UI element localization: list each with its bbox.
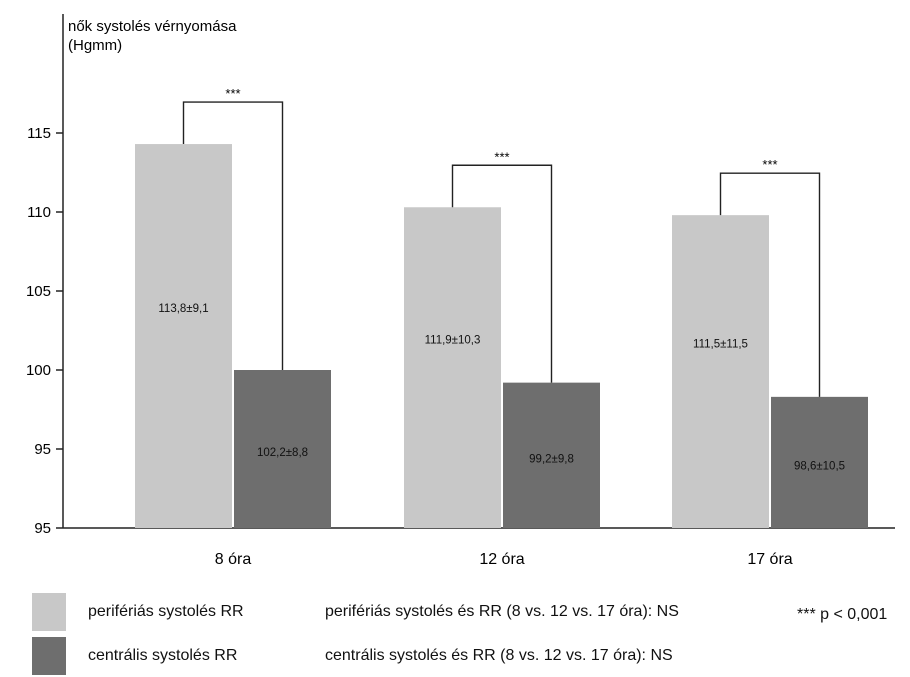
y-tick-label: 95	[34, 520, 51, 537]
significance-bracket	[451, 164, 553, 383]
significance-bracket	[719, 172, 821, 397]
significance-note: *** p < 0,001	[797, 606, 888, 623]
legend-row-central: centrális systolés RR centrális systolés…	[0, 637, 910, 677]
y-tick-label: 115	[27, 125, 51, 142]
y-tick-label: 110	[27, 204, 51, 221]
y-tick-label: 95	[34, 441, 51, 458]
y-tick-label: 105	[26, 283, 51, 300]
bar	[404, 207, 501, 528]
bar-value-label: 113,8±9,1	[158, 303, 208, 315]
x-category-label: 12 óra	[479, 551, 524, 568]
bar-value-label: 99,2±9,8	[529, 453, 574, 465]
legend-label-central: centrális systolés RR	[88, 647, 238, 664]
significance-stars: ***	[225, 86, 240, 101]
significance-bracket	[182, 101, 284, 370]
legend-swatch-peripheral	[32, 593, 66, 631]
bar	[135, 144, 232, 528]
y-axis-label-line-1: nők systolés vérnyomása	[68, 18, 237, 35]
bar	[771, 396, 868, 528]
bar	[503, 382, 600, 528]
bar-value-label: 98,6±10,5	[794, 460, 845, 472]
significance-stars: ***	[494, 149, 509, 164]
legend-row-peripheral: perifériás systolés RR perifériás systol…	[0, 593, 910, 633]
y-axis-label-line-2: (Hgmm)	[68, 37, 122, 54]
bar	[234, 370, 331, 528]
bar-chart: nők systolés vérnyomása (Hgmm) 95 95 100 10…	[26, 14, 895, 568]
significance-stars: ***	[762, 157, 777, 172]
legend-label-peripheral: perifériás systolés RR	[88, 603, 244, 620]
y-tick-label: 100	[26, 362, 51, 379]
x-category-label: 8 óra	[215, 551, 252, 568]
legend-note-central: centrális systolés és RR (8 vs. 12 vs. 1…	[325, 647, 673, 664]
bar-value-label: 111,9±10,3	[425, 335, 481, 347]
legend-swatch-central	[32, 637, 66, 675]
x-category-label: 17 óra	[747, 551, 792, 568]
bar-value-label: 111,5±11,5	[693, 339, 748, 351]
bar	[672, 215, 769, 528]
legend-note-peripheral: perifériás systolés és RR (8 vs. 12 vs. …	[325, 603, 679, 620]
bar-value-label: 102,2±8,8	[257, 447, 308, 459]
